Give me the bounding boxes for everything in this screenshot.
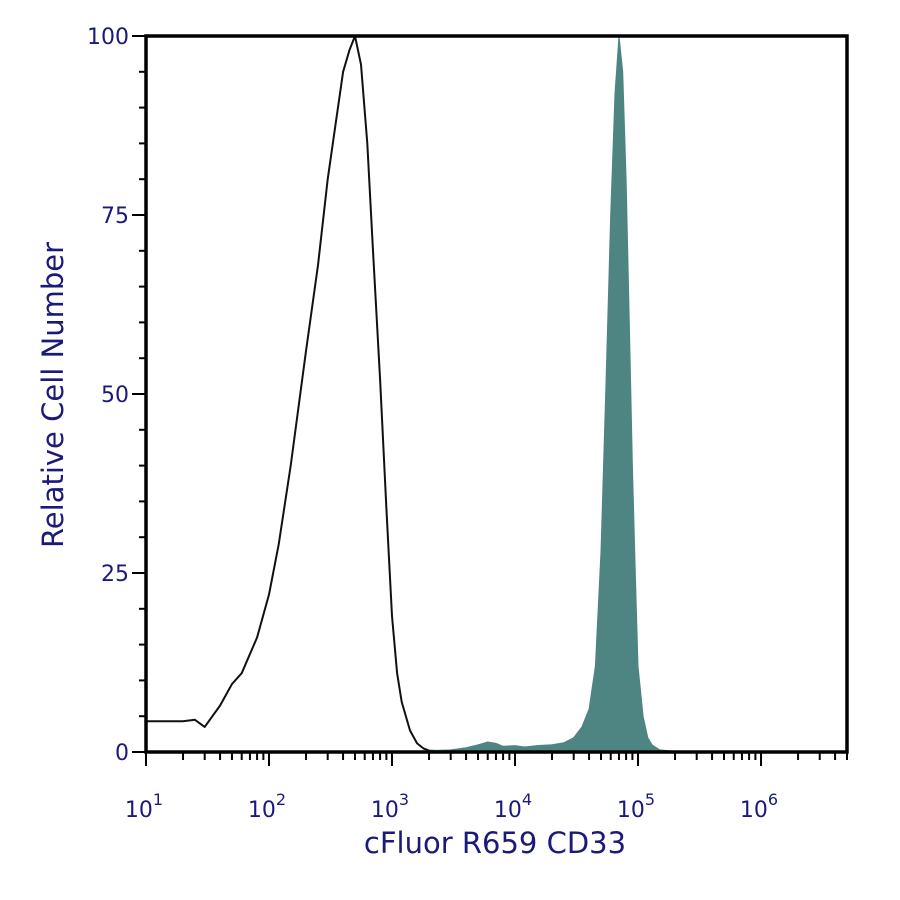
series-1-filled-area <box>413 35 676 753</box>
x-tick-label: 104 <box>494 790 532 823</box>
x-tick-label: 105 <box>617 790 655 823</box>
x-tick-label: 103 <box>371 790 409 823</box>
x-tick-label: 102 <box>248 790 286 823</box>
ticks-layer <box>132 35 848 766</box>
y-tick-label: 75 <box>101 204 129 229</box>
series-0-outline <box>146 35 442 753</box>
plot-frame <box>144 34 849 754</box>
y-axis-title: Relative Cell Number <box>36 242 70 548</box>
x-axis-title: cFluor R659 CD33 <box>364 826 626 860</box>
x-tick-label: 101 <box>125 790 163 823</box>
labels-layer: 101 102 103 104 105 106 0 25 50 75 100 <box>87 25 778 823</box>
y-tick-label: 100 <box>87 25 129 50</box>
series-layer <box>146 35 676 753</box>
y-tick-label: 0 <box>115 741 129 766</box>
y-tick-label: 25 <box>101 562 129 587</box>
x-tick-label: 106 <box>740 790 778 823</box>
y-tick-label: 50 <box>101 383 129 408</box>
